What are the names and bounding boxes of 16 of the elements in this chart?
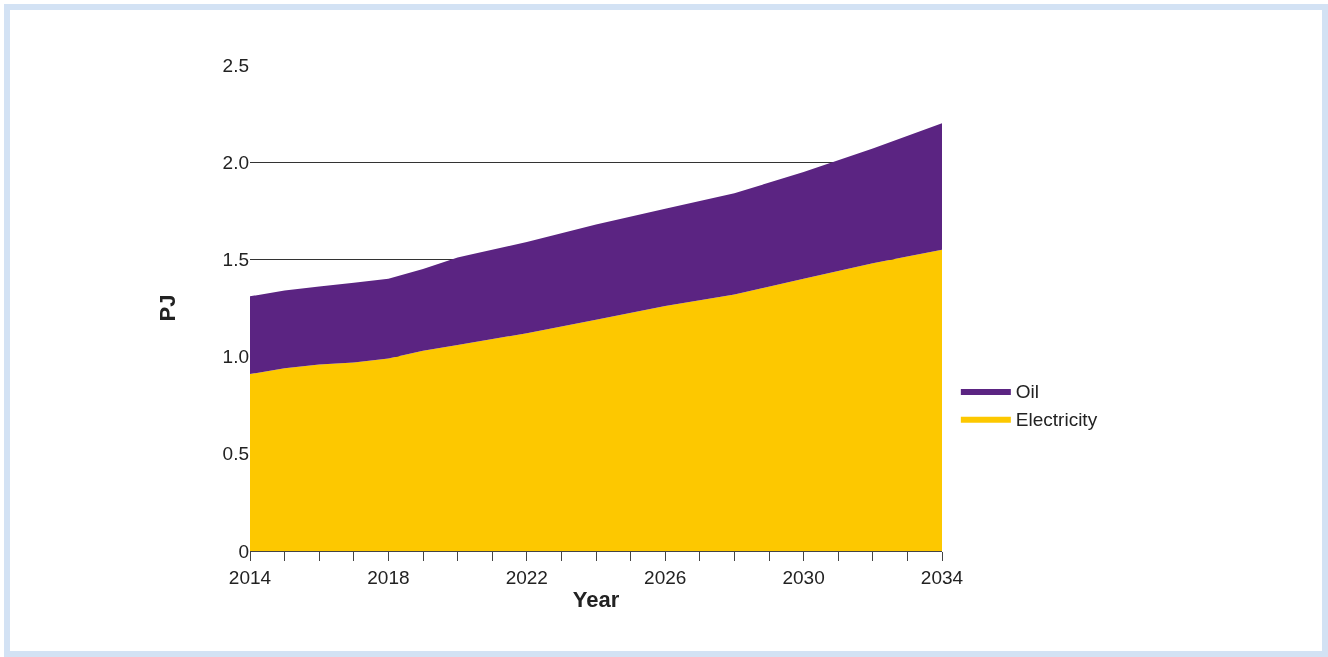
y-tick-label: 2.0 — [222, 151, 249, 173]
x-tick-label: 2030 — [782, 566, 825, 588]
legend-label: Electricity — [1015, 409, 1098, 431]
x-tick-label: 2026 — [644, 566, 687, 588]
x-axis-title: Year — [572, 586, 620, 612]
x-tick-label: 2018 — [367, 566, 410, 588]
y-tick-label: 2.5 — [222, 54, 249, 76]
y-axis-title: PJ — [155, 294, 181, 322]
x-tick-label: 2014 — [228, 566, 272, 588]
y-tick-label: 1.5 — [222, 249, 249, 271]
y-tick-label: 0 — [238, 540, 249, 562]
legend-label: Oil — [1015, 381, 1040, 403]
x-tick-label: 2034 — [920, 566, 964, 588]
y-tick-label: 1.0 — [222, 346, 249, 368]
x-tick-label: 2022 — [505, 566, 548, 588]
y-tick-label: 0.5 — [222, 443, 249, 465]
